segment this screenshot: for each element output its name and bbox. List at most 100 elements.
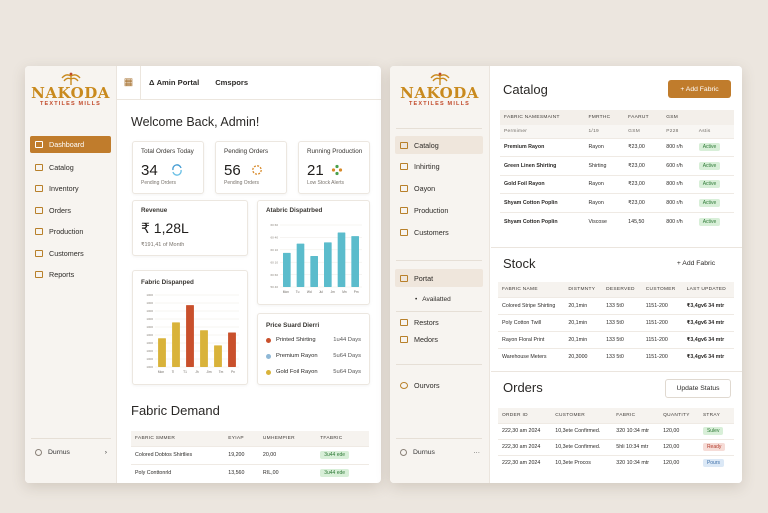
top-link[interactable]: Cmspors: [215, 78, 249, 87]
table-row[interactable]: Rayon Floral Print 20,1min 133 5t0 1151-200…: [498, 330, 734, 348]
table-row[interactable]: Colored Stripe Shirting 20,1min 133 5t0 115…: [498, 296, 734, 314]
column-header[interactable]: DISTMNTY: [568, 286, 596, 292]
sidebar-divider: [396, 364, 482, 365]
column-header[interactable]: LAST UPDATED: [686, 286, 727, 292]
bar[interactable]: [310, 256, 318, 287]
sidebar-subitem-availatted[interactable]: • Availatted: [415, 296, 451, 303]
sidebar-item-restors[interactable]: Restors: [395, 314, 483, 331]
sidebar-item-dashboard[interactable]: Dashboard: [30, 136, 111, 153]
table-row[interactable]: Poly Cotton Twill 20,1min 133 5t0 1151-200 ₹…: [498, 313, 734, 331]
sidebar-item-portat[interactable]: Portat: [395, 269, 483, 287]
table-row[interactable]: Premium Rayon Rayon ₹23,00 800 r/h Active: [500, 137, 734, 157]
sidebar-item-label: Production: [49, 227, 84, 236]
sidebar-divider: [396, 128, 482, 129]
column-header[interactable]: QUANTITY: [663, 412, 690, 418]
sidebar-footer[interactable]: Durnus ›: [35, 449, 107, 456]
table-row[interactable]: Poly Conttonrld 13,560 RIL,00 3u44 ede: [131, 463, 369, 482]
table-row[interactable]: Shyam Cotton Poplin Viscose 145,50 800 r/h A…: [500, 211, 734, 231]
legend-dot-icon: [266, 353, 271, 359]
column-header[interactable]: FAARUT: [628, 115, 649, 120]
column-header[interactable]: FMRTHC: [588, 115, 611, 120]
filter-cell[interactable]: 1/19: [588, 128, 600, 134]
filter-cell[interactable]: Astis: [698, 128, 711, 134]
sidebar-item-label: Oayon: [414, 184, 436, 193]
price-row[interactable]: Gold Foil Rayon 5u64 Days: [266, 369, 361, 375]
grid-menu-icon[interactable]: ▦: [117, 66, 141, 100]
stat-title: Pending Orders: [224, 148, 269, 155]
chevron-right-icon[interactable]: ›: [104, 449, 107, 456]
sidebar-item-oayon[interactable]: Oayon: [395, 180, 483, 197]
column-header[interactable]: FABRIC NAMESMAINT: [504, 115, 560, 120]
sidebar-item-catalog[interactable]: Catalog: [395, 136, 483, 154]
table-row[interactable]: 222,30 am 2024 10,3ete Confirmed. 320 10:3…: [498, 422, 734, 439]
y-tick-label: 60 60: [270, 273, 278, 277]
bar[interactable]: [158, 338, 166, 367]
bar[interactable]: [228, 332, 236, 367]
stat-title: Total Orders Today: [141, 148, 194, 155]
revenue-sub: ₹191,41 of Month: [141, 242, 185, 248]
table-row[interactable]: 222,30 am 2024 10,3ete Confirmed. 5hli 10:…: [498, 438, 734, 455]
column-header[interactable]: ORDER ID: [502, 412, 528, 418]
filter-cell[interactable]: Permimer: [504, 128, 528, 134]
table-cell: 20,1min: [564, 296, 603, 314]
column-header[interactable]: CUSTOMER: [555, 412, 586, 418]
sidebar-footer[interactable]: Durnus ···: [400, 449, 480, 456]
column-header[interactable]: TFABRIC: [320, 435, 343, 441]
table-row[interactable]: Colored Dobtos Shirtlies 19,200 20,00 3u…: [131, 445, 369, 464]
table-cell: 320 10:34 mtr: [612, 454, 660, 471]
sidebar-item-ourvors[interactable]: Ourvors: [395, 377, 483, 394]
x-tick-label: T1: [183, 370, 187, 374]
price-value: 5u64 Days: [333, 369, 361, 375]
bar[interactable]: [214, 345, 222, 367]
y-tick-label: 60 10: [270, 260, 278, 264]
column-header[interactable]: [695, 110, 734, 125]
sidebar-item-orders[interactable]: Orders: [30, 202, 111, 219]
table-row[interactable]: Gold Foil Rayon Rayon ₹23,00 800 r/h Active: [500, 174, 734, 194]
sidebar-item-inhirting[interactable]: Inhirting: [395, 158, 483, 175]
bar[interactable]: [296, 243, 305, 287]
table-row[interactable]: 222,30 am 2024 10,3ete Procos 320 10:34 mt…: [498, 454, 734, 471]
sidebar-item-production[interactable]: Production: [30, 223, 111, 240]
sidebar-item-medors[interactable]: Medors: [395, 331, 483, 348]
bar[interactable]: [283, 252, 291, 287]
table-row[interactable]: Green Linen Shirting Shirting ₹23,00 600 r/…: [500, 156, 734, 175]
price-row[interactable]: Printed Shirting 1u44 Days: [266, 337, 361, 343]
bar[interactable]: [324, 242, 332, 287]
column-header[interactable]: CUSTOMER: [645, 286, 676, 292]
sidebar-item-inventory[interactable]: Inventory: [30, 180, 111, 197]
column-header[interactable]: FABRIC SMMER: [135, 435, 176, 441]
add-fabric-button[interactable]: + Add Fabric: [668, 80, 731, 98]
chart-title: Atabric Dispatrbed: [266, 207, 323, 214]
filter-cell[interactable]: P228: [666, 128, 679, 134]
filter-cell[interactable]: GSM: [628, 128, 640, 134]
sidebar-item-customers[interactable]: Customers: [30, 245, 111, 262]
bar[interactable]: [186, 305, 194, 367]
sidebar-item-production[interactable]: Production: [395, 202, 483, 219]
column-header[interactable]: EYIAP: [228, 435, 244, 441]
table-row[interactable]: Warehouse Meters 20,3000 133 5t0 1151-200 ₹3…: [498, 347, 734, 365]
column-header[interactable]: DESERVED: [606, 286, 635, 292]
bar[interactable]: [200, 330, 208, 367]
table-cell: 1151-200: [641, 330, 683, 348]
sidebar-item-reports[interactable]: Reports: [30, 266, 111, 283]
table-row[interactable]: Shyam Cotton Poplin Rayon ₹23,00 800 r/h Act…: [500, 193, 734, 212]
update-status-button[interactable]: Update Status: [665, 379, 731, 398]
bar[interactable]: [172, 322, 180, 367]
bar[interactable]: [351, 236, 359, 287]
table-cell: 20,1min: [564, 330, 603, 348]
status-cell: Ready: [698, 438, 734, 455]
column-header[interactable]: STRAY: [702, 412, 721, 418]
sidebar-divider: [396, 438, 482, 439]
add-fabric-button[interactable]: + Add Fabric: [662, 254, 730, 272]
table-cell: Rayon: [584, 137, 625, 157]
sidebar-item-customers[interactable]: Customers: [395, 224, 483, 241]
bar[interactable]: [337, 232, 346, 287]
column-header[interactable]: FABRIC: [616, 412, 636, 418]
more-options-icon[interactable]: ···: [473, 449, 480, 456]
column-header[interactable]: UMHEMPIER: [262, 435, 295, 441]
column-header[interactable]: FABRIC NAME: [502, 286, 538, 292]
column-header[interactable]: GSM: [666, 115, 679, 120]
sidebar-item-catalog[interactable]: Catalog: [30, 159, 111, 176]
price-row[interactable]: Premium Rayon 5u64 Days: [266, 353, 361, 359]
stat-sub: Pending Orders: [141, 180, 177, 186]
